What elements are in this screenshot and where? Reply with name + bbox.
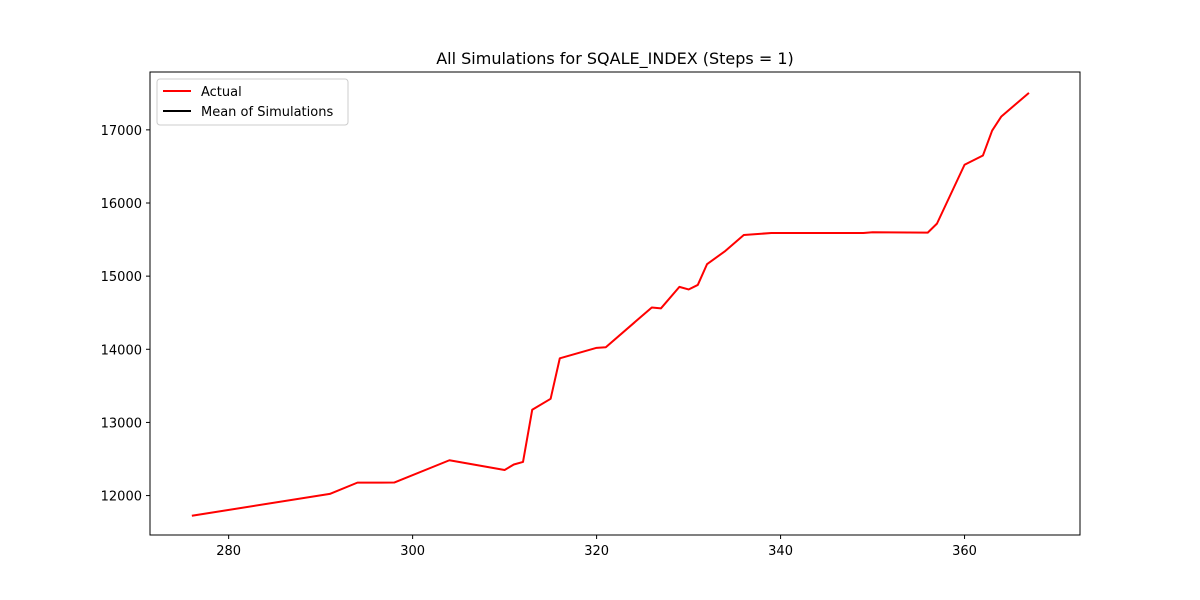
y-tick-label: 16000 xyxy=(101,197,142,212)
series-line-0 xyxy=(191,92,1030,517)
x-tick-label: 360 xyxy=(952,544,977,559)
y-tick-label: 17000 xyxy=(101,124,142,139)
x-tick-label: 340 xyxy=(768,544,793,559)
legend-label-0: Actual xyxy=(201,85,242,100)
legend-box xyxy=(156,78,349,126)
y-tick-label: 15000 xyxy=(101,270,142,285)
y-tick-label: 13000 xyxy=(101,416,142,431)
x-tick-label: 300 xyxy=(400,544,425,559)
axes-frame xyxy=(149,71,1081,536)
plot-area: 280 300 320 340 360 12000 13000 14000 15000 16000… xyxy=(101,71,1081,559)
x-tick-label: 320 xyxy=(584,544,609,559)
y-tick-label: 14000 xyxy=(101,343,142,358)
legend-label-1: Mean of Simulations xyxy=(201,105,333,120)
chart-title: All Simulations for SQALE_INDEX (Steps =… xyxy=(436,49,794,69)
legend: Actual Mean of Simulations xyxy=(156,78,349,126)
x-tick-label: 280 xyxy=(216,544,241,559)
y-tick-label: 12000 xyxy=(101,490,142,505)
